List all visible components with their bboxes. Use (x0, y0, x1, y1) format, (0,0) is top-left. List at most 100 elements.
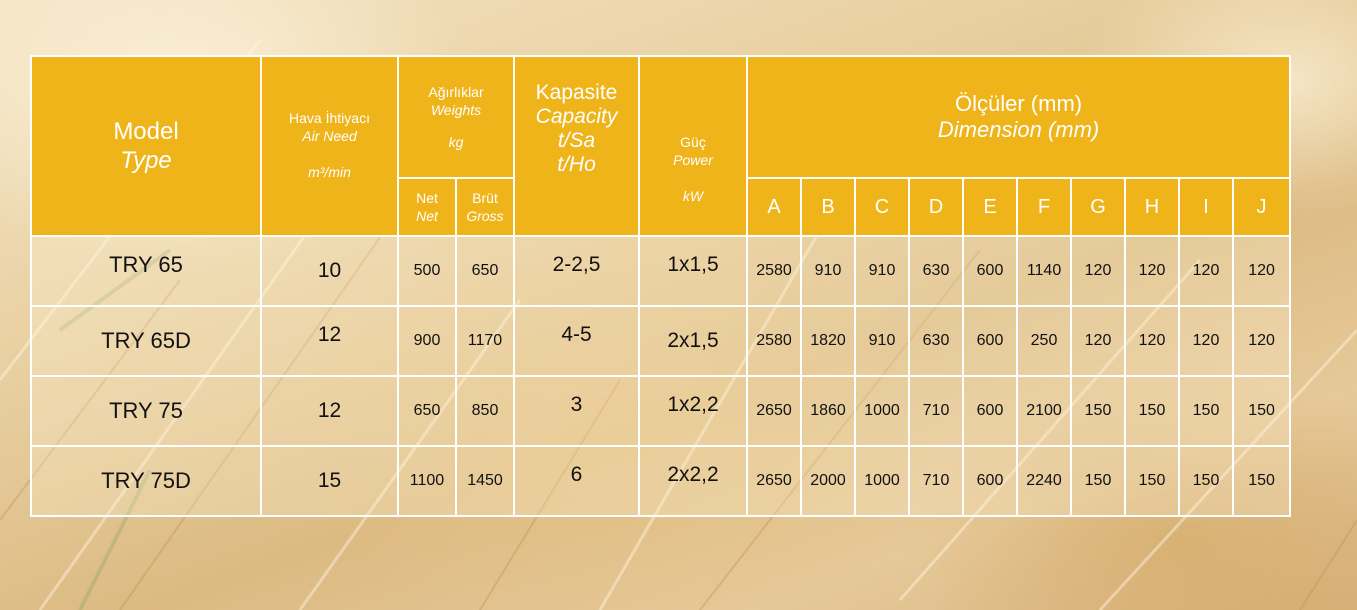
cell-net-weight: 650 (397, 375, 457, 447)
capacity-value: 2-2,5 (552, 253, 601, 276)
cell-net-weight: 900 (397, 305, 457, 377)
model-name: TRY 65D (101, 328, 191, 353)
header-air-unit: m³/min (308, 164, 351, 180)
header-weights: Ağırlıklar Weights kg (396, 55, 516, 179)
cell-air-need: 12 (260, 375, 399, 447)
header-air-en: Air Need (302, 128, 357, 144)
header-capacity-unit2: t/Ho (557, 153, 596, 176)
cell-dim-h: 120 (1124, 235, 1181, 307)
header-capacity-en: Capacity (535, 105, 618, 128)
cell-power: 1x2,2 (638, 375, 749, 447)
cell-dim-b: 2000 (800, 445, 857, 517)
power-value: 1x1,5 (667, 253, 719, 276)
cell-dim-f: 2240 (1016, 445, 1073, 517)
cell-dim-c: 1000 (854, 445, 911, 517)
table-row: TRY 65D 12 900 1170 4-5 2x1,5 2580 1820 … (30, 305, 1292, 377)
cell-dim-g: 120 (1070, 235, 1127, 307)
dim-letter: A (746, 177, 803, 237)
cell-dim-j: 120 (1232, 305, 1292, 377)
header-air-tr: Hava İhtiyacı (289, 110, 370, 126)
cell-dim-i: 150 (1178, 445, 1235, 517)
cell-dim-f: 250 (1016, 305, 1073, 377)
cell-dim-j: 150 (1232, 375, 1292, 447)
cell-gross-weight: 1450 (454, 445, 516, 517)
header-capacity-unit1: t/Sa (557, 129, 596, 152)
cell-dim-d: 630 (908, 235, 965, 307)
cell-capacity: 3 (513, 375, 641, 447)
cell-dim-a: 2650 (746, 445, 803, 517)
cell-dim-c: 910 (854, 305, 911, 377)
header-gross-en: Gross (466, 208, 504, 224)
capacity-value: 6 (570, 463, 583, 486)
cell-dim-a: 2650 (746, 375, 803, 447)
cell-gross-weight: 1170 (454, 305, 516, 377)
cell-model: TRY 75D (30, 445, 262, 517)
dim-letter: J (1232, 177, 1292, 237)
dim-letter: G (1070, 177, 1127, 237)
table-row: TRY 75D 15 1100 1450 6 2x2,2 2650 2000 1… (30, 445, 1292, 517)
cell-capacity: 2-2,5 (513, 235, 641, 307)
dim-letter: C (854, 177, 911, 237)
air-need-value: 12 (317, 323, 342, 346)
cell-dim-f: 1140 (1016, 235, 1073, 307)
cell-dim-e: 600 (962, 235, 1019, 307)
header-model-tr: Model (113, 118, 179, 145)
cell-dim-h: 150 (1124, 375, 1181, 447)
cell-net-weight: 500 (397, 235, 457, 307)
cell-air-need: 10 (260, 235, 399, 307)
header-power-unit: kW (682, 188, 704, 204)
cell-dim-b: 1820 (800, 305, 857, 377)
cell-dim-c: 910 (854, 235, 911, 307)
dim-letter: H (1124, 177, 1181, 237)
header-dimensions-en: Dimension (mm) (937, 117, 1100, 142)
model-name: TRY 65 (109, 252, 183, 277)
header-power-en: Power (673, 152, 713, 168)
dim-letter: B (800, 177, 857, 237)
cell-dim-d: 630 (908, 305, 965, 377)
dim-letter: F (1016, 177, 1073, 237)
cell-dim-b: 910 (800, 235, 857, 307)
dim-letter: E (962, 177, 1019, 237)
cell-dim-d: 710 (908, 445, 965, 517)
cell-dim-e: 600 (962, 305, 1019, 377)
cell-net-weight: 1100 (397, 445, 457, 517)
model-name: TRY 75D (101, 468, 191, 493)
cell-dim-h: 120 (1124, 305, 1181, 377)
cell-dim-i: 150 (1178, 375, 1235, 447)
header-gross-tr: Brüt (472, 190, 498, 206)
model-name: TRY 75 (109, 398, 183, 423)
header-weights-tr: Ağırlıklar (428, 84, 484, 100)
header-capacity-tr: Kapasite (535, 81, 618, 104)
cell-dim-j: 150 (1232, 445, 1292, 517)
cell-capacity: 4-5 (513, 305, 641, 377)
header-dimensions: Ölçüler (mm) Dimension (mm) (746, 55, 1292, 179)
cell-gross-weight: 650 (454, 235, 516, 307)
cell-model: TRY 65 (30, 235, 262, 307)
header-net-tr: Net (416, 190, 438, 206)
cell-gross-weight: 850 (454, 375, 516, 447)
cell-dim-i: 120 (1178, 305, 1235, 377)
cell-power: 2x2,2 (638, 445, 749, 517)
header-capacity: Kapasite Capacity t/Sa t/Ho (513, 55, 641, 237)
cell-dim-i: 120 (1178, 235, 1235, 307)
cell-model: TRY 65D (30, 305, 262, 377)
dim-letter: I (1178, 177, 1235, 237)
header-power-tr: Güç (680, 134, 706, 150)
header-net-en: Net (416, 208, 438, 224)
cell-dim-h: 150 (1124, 445, 1181, 517)
header-power: Güç Power kW (638, 55, 749, 237)
cell-dim-d: 710 (908, 375, 965, 447)
power-value: 2x2,2 (667, 463, 719, 486)
cell-dim-a: 2580 (746, 305, 803, 377)
header-air-need: Hava İhtiyacı Air Need m³/min (260, 55, 399, 237)
cell-capacity: 6 (513, 445, 641, 517)
table-row: TRY 75 12 650 850 3 1x2,2 2650 1860 1000… (30, 375, 1292, 447)
cell-model: TRY 75 (30, 375, 262, 447)
cell-air-need: 15 (260, 445, 399, 517)
spec-table: Model Type Hava İhtiyacı Air Need m³/min… (30, 55, 1292, 517)
cell-air-need: 12 (260, 305, 399, 377)
capacity-value: 4-5 (561, 323, 592, 346)
cell-dim-g: 150 (1070, 445, 1127, 517)
cell-power: 1x1,5 (638, 235, 749, 307)
table-row: TRY 65 10 500 650 2-2,5 1x1,5 2580 910 9… (30, 235, 1292, 307)
